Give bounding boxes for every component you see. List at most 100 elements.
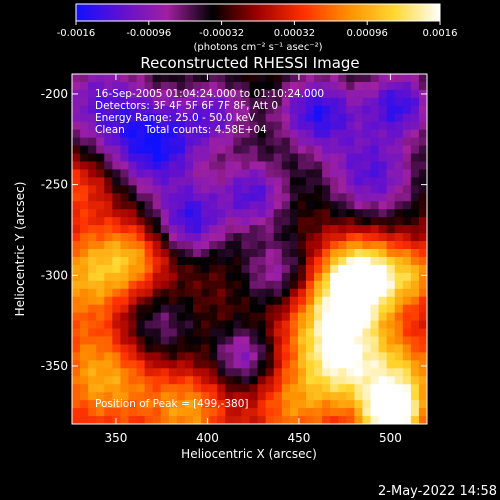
heatmap-cell	[370, 249, 380, 258]
heatmap-cell	[362, 241, 372, 250]
heatmap-cell	[354, 153, 364, 163]
heatmap-cell	[378, 137, 388, 147]
heatmap-cell	[225, 336, 234, 346]
heatmap-cell	[314, 384, 323, 393]
heatmap-cell	[225, 74, 234, 83]
heatmap-cell	[201, 225, 210, 234]
heatmap-cell	[120, 328, 130, 338]
heatmap-cell	[209, 145, 218, 155]
heatmap-cell	[281, 217, 291, 226]
heatmap-cell	[209, 360, 218, 369]
heatmap-cell	[354, 193, 364, 202]
heatmap-cell	[217, 400, 226, 409]
heatmap-cell	[281, 368, 291, 377]
heatmap-cell	[112, 280, 122, 290]
heatmap-cell	[281, 241, 291, 250]
heatmap-cell	[346, 249, 355, 258]
heatmap-cell	[362, 161, 372, 171]
heatmap-cell	[402, 312, 412, 322]
heatmap-cell	[305, 360, 315, 369]
heatmap-cell	[402, 225, 412, 234]
heatmap-cell	[297, 408, 307, 417]
heatmap-cell	[209, 249, 218, 258]
heatmap-cell	[289, 89, 299, 99]
heatmap-cell	[225, 193, 234, 202]
heatmap-cell	[128, 89, 138, 99]
heatmap-cell	[330, 392, 339, 401]
heatmap-cell	[209, 129, 218, 139]
heatmap-cell	[233, 304, 243, 314]
heatmap-cell	[193, 161, 202, 171]
heatmap-cell	[265, 233, 275, 242]
heatmap-cell	[346, 400, 355, 409]
heatmap-cell	[402, 264, 412, 274]
heatmap-cell	[273, 376, 283, 385]
heatmap-cell	[209, 113, 218, 123]
heatmap-cell	[160, 161, 170, 171]
heatmap-cell	[265, 320, 275, 330]
heatmap-cell	[96, 113, 105, 123]
heatmap-cell	[72, 121, 81, 131]
heatmap-cell	[386, 201, 396, 210]
heatmap-cell	[241, 336, 251, 346]
heatmap-cell	[168, 105, 178, 115]
heatmap-cell	[289, 185, 299, 194]
heatmap-cell	[120, 97, 130, 107]
heatmap-cell	[249, 177, 259, 186]
heatmap-cell	[217, 185, 226, 194]
heatmap-cell	[314, 304, 323, 314]
heatmap-cell	[249, 161, 259, 171]
heatmap-cell	[152, 161, 162, 171]
heatmap-cell	[338, 217, 347, 226]
heatmap-cell	[72, 408, 81, 417]
heatmap-cell	[338, 74, 347, 83]
heatmap-cell	[330, 312, 339, 322]
heatmap-cell	[80, 185, 89, 194]
heatmap-cell	[144, 344, 154, 353]
heatmap-cell	[402, 177, 412, 186]
heatmap-cell	[233, 209, 243, 218]
heatmap-cell	[273, 233, 283, 242]
heatmap-cell	[160, 145, 170, 155]
heatmap-cell	[225, 201, 234, 210]
heatmap-cell	[338, 288, 347, 298]
heatmap-cell	[289, 296, 299, 306]
heatmap-cell	[72, 145, 81, 155]
heatmap-cell	[96, 376, 105, 385]
heatmap-cell	[128, 233, 138, 242]
heatmap-cell	[257, 296, 267, 306]
heatmap-cell	[96, 408, 105, 417]
heatmap-cell	[402, 416, 412, 424]
heatmap-cell	[330, 344, 339, 353]
heatmap-cell	[305, 304, 315, 314]
heatmap-cell	[241, 376, 251, 385]
heatmap-cell	[370, 360, 380, 369]
heatmap-cell	[241, 209, 251, 218]
heatmap-cell	[338, 296, 347, 306]
heatmap-cell	[128, 288, 138, 298]
heatmap-cell	[96, 312, 105, 322]
heatmap-cell	[193, 153, 202, 163]
y-axis-label: Heliocentric Y (arcsec)	[13, 182, 27, 317]
heatmap-cell	[152, 408, 162, 417]
heatmap-cell	[354, 320, 364, 330]
energy-range-annotation: Energy Range: 25.0 - 50.0 keV	[95, 112, 256, 124]
heatmap-cell	[289, 153, 299, 163]
heatmap-cell	[249, 392, 259, 401]
heatmap-cell	[136, 81, 146, 91]
heatmap-cell	[297, 392, 307, 401]
heatmap-cell	[410, 320, 420, 330]
heatmap-cell	[152, 400, 162, 409]
heatmap-cell	[184, 408, 194, 417]
heatmap-cell	[144, 320, 154, 330]
heatmap-cell	[249, 193, 259, 202]
heatmap-cell	[289, 145, 299, 155]
heatmap-cell	[265, 280, 275, 290]
heatmap-cell	[152, 97, 162, 107]
heatmap-cell	[160, 376, 170, 385]
heatmap-cell	[338, 249, 347, 258]
heatmap-cell	[402, 384, 412, 393]
heatmap-cell	[297, 312, 307, 322]
heatmap-cell	[217, 312, 226, 322]
heatmap-cell	[394, 280, 404, 290]
